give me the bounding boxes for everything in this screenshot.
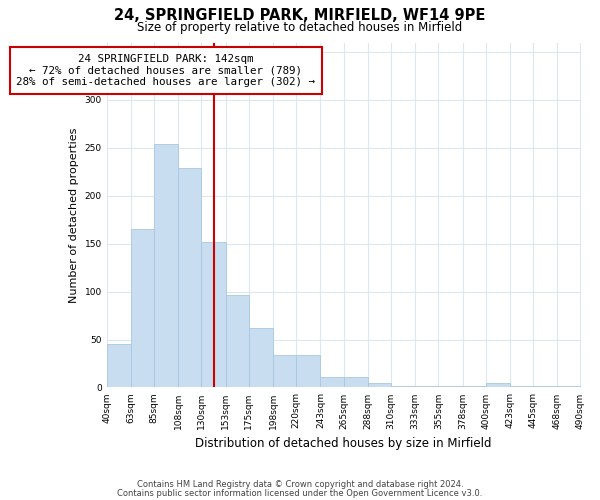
Bar [202,242,226,388]
Bar [226,296,249,388]
Bar [415,386,439,388]
Bar [107,344,131,388]
Bar [533,386,557,388]
Text: 24 SPRINGFIELD PARK: 142sqm
← 72% of detached houses are smaller (789)
28% of se: 24 SPRINGFIELD PARK: 142sqm ← 72% of det… [16,54,315,87]
Bar [296,355,320,388]
Text: 24, SPRINGFIELD PARK, MIRFIELD, WF14 9PE: 24, SPRINGFIELD PARK, MIRFIELD, WF14 9PE [115,8,485,22]
Bar [557,386,581,388]
Bar [439,386,463,388]
Bar [154,144,178,388]
Bar [510,386,533,388]
Bar [368,382,391,388]
Bar [249,328,273,388]
Bar [486,382,510,388]
Bar [320,377,344,388]
Text: Contains HM Land Registry data © Crown copyright and database right 2024.: Contains HM Land Registry data © Crown c… [137,480,463,489]
Text: Size of property relative to detached houses in Mirfield: Size of property relative to detached ho… [137,21,463,34]
Bar [391,386,415,388]
Bar [178,168,202,388]
Bar [273,355,296,388]
Bar [131,230,154,388]
Bar [344,377,368,388]
Y-axis label: Number of detached properties: Number of detached properties [69,128,79,302]
Text: Contains public sector information licensed under the Open Government Licence v3: Contains public sector information licen… [118,488,482,498]
Bar [463,386,486,388]
X-axis label: Distribution of detached houses by size in Mirfield: Distribution of detached houses by size … [196,437,492,450]
